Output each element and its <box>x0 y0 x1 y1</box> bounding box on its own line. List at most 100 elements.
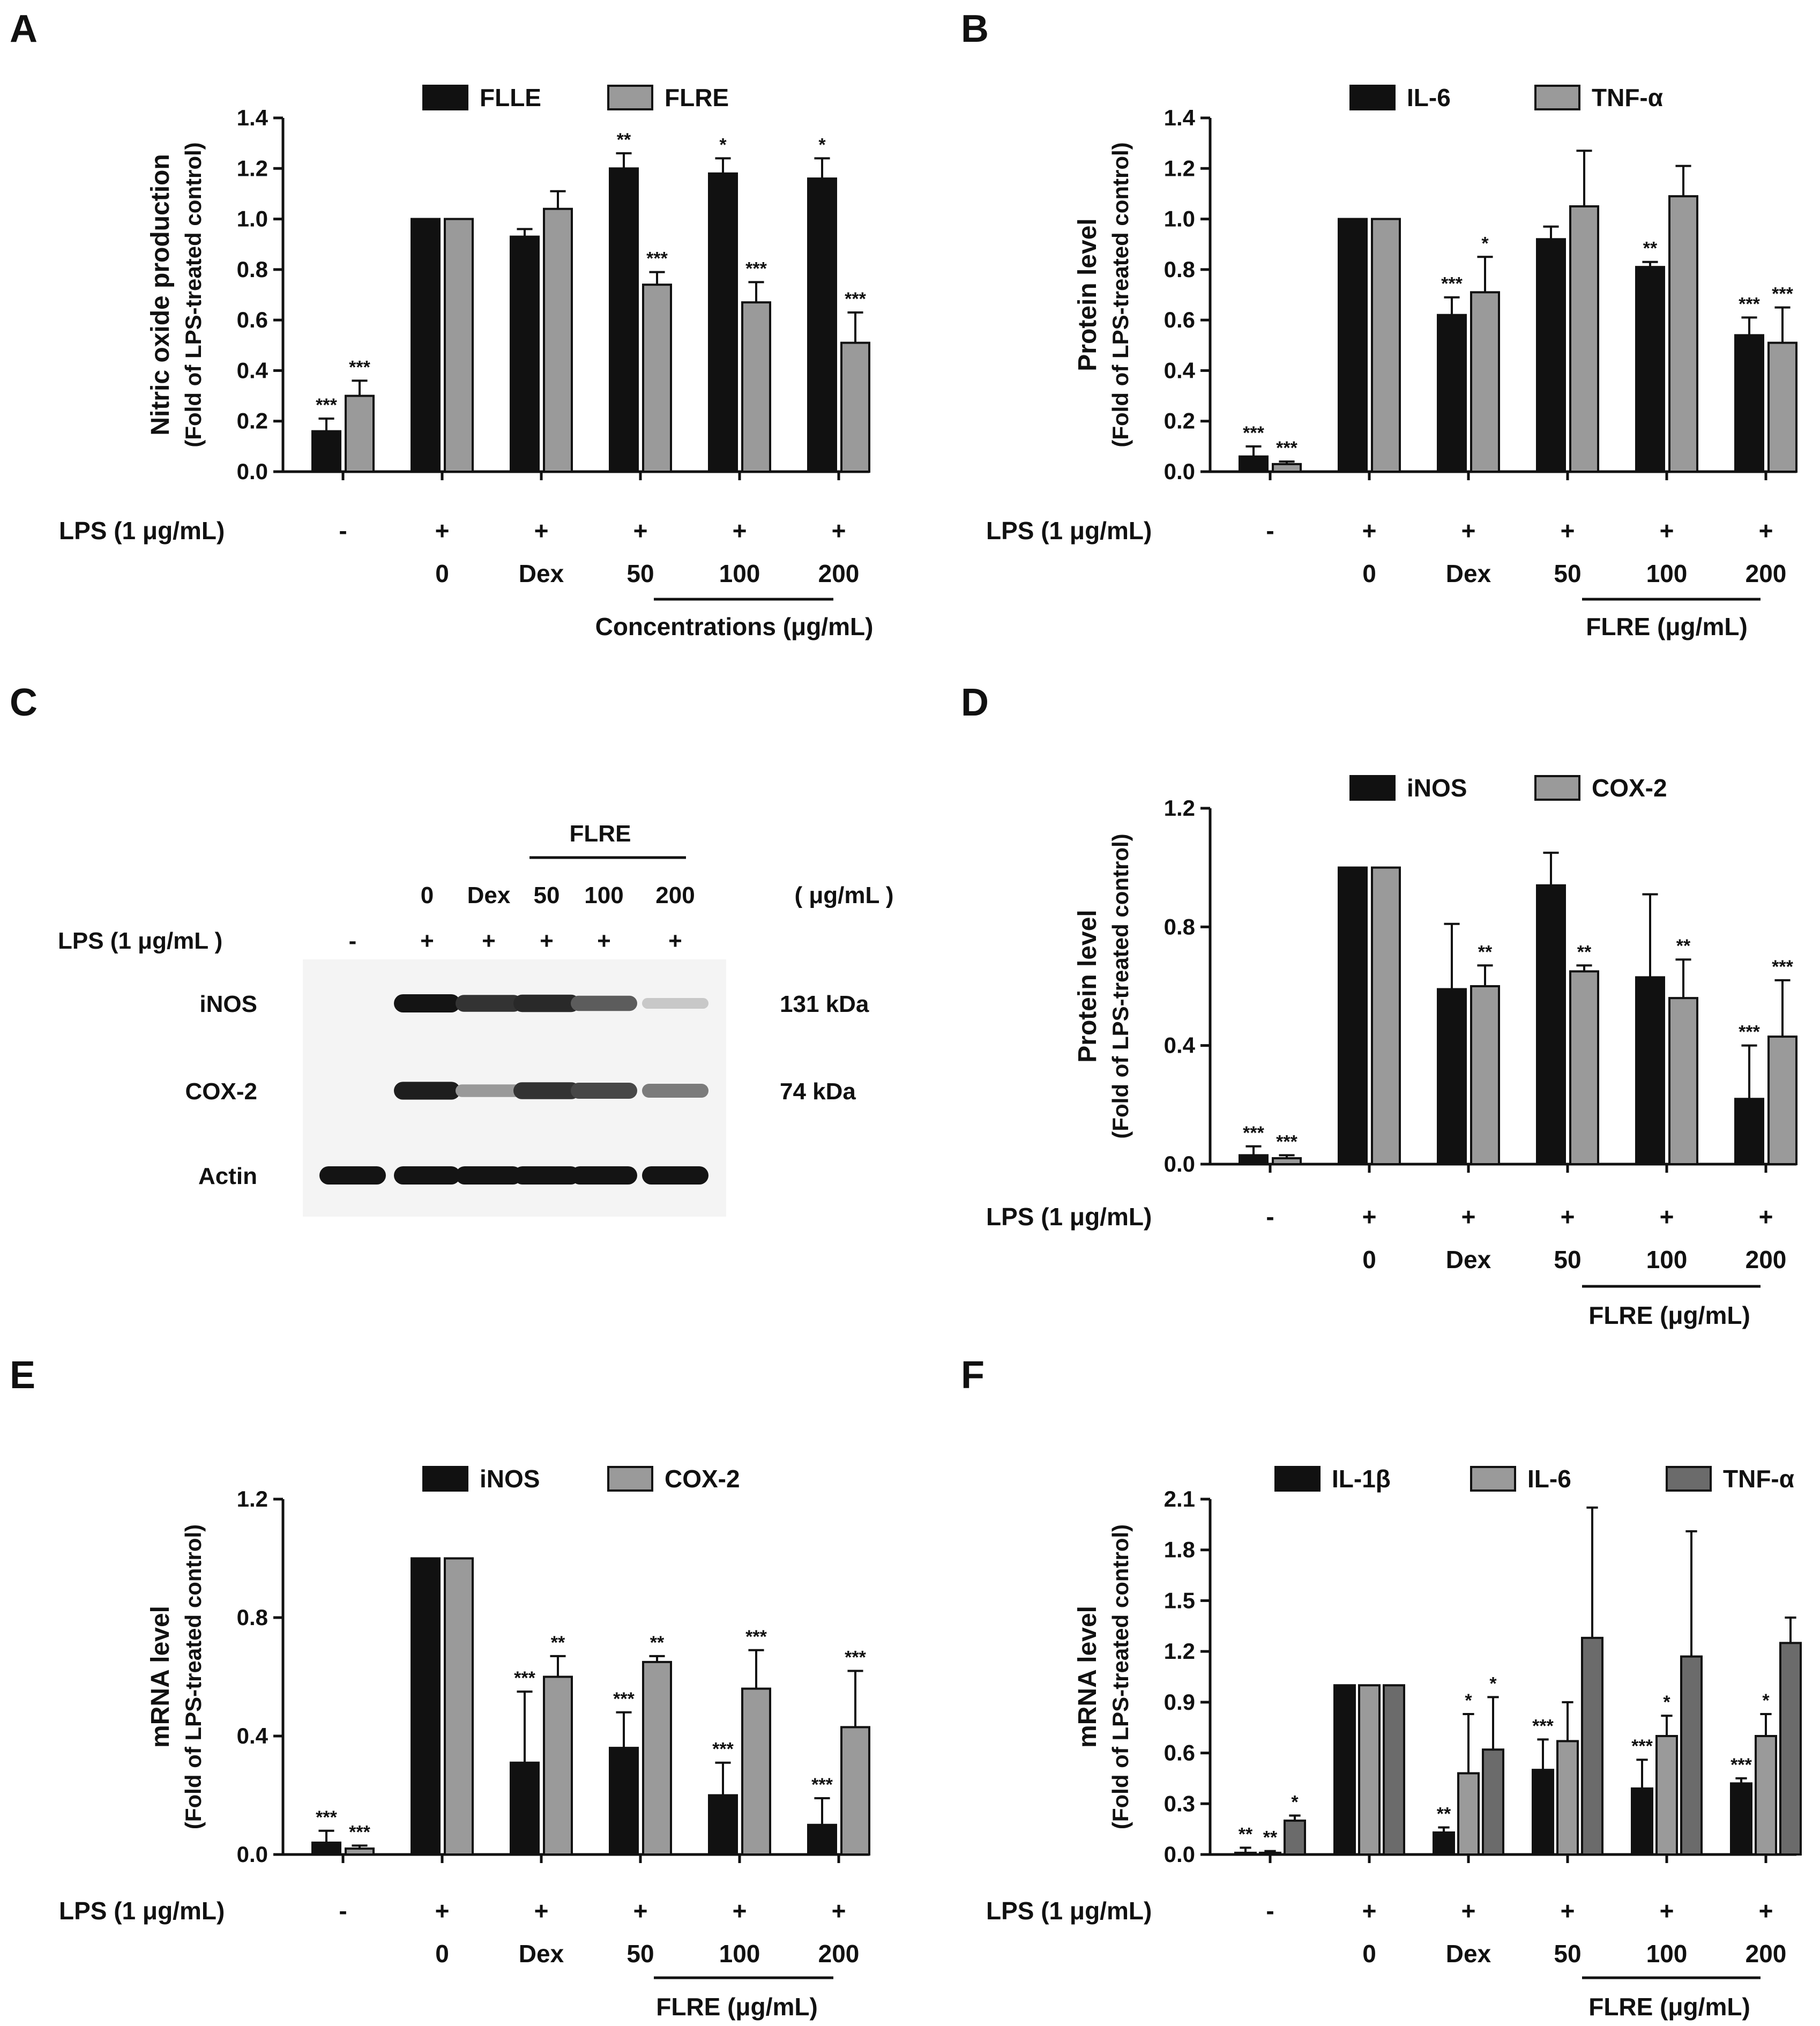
bar <box>1272 463 1302 473</box>
category-label: 0 <box>1362 1940 1376 1968</box>
lps-label: LPS (1 μg/mL) <box>59 517 225 545</box>
category-label: 200 <box>818 560 860 587</box>
y-tick-label: 0.2 <box>1164 408 1195 434</box>
y-tick-label: 1.5 <box>1164 1588 1195 1613</box>
y-tick-label: 0.8 <box>237 1605 268 1630</box>
legend-swatch-0 <box>1349 775 1396 801</box>
y-axis-label: Protein level <box>1073 218 1102 371</box>
blot-lps-value: + <box>540 928 554 954</box>
significance-label: *** <box>1772 957 1793 977</box>
blot-lps-value: + <box>668 928 682 954</box>
blot-band <box>571 1166 637 1185</box>
bar <box>1338 218 1368 473</box>
blot-band <box>513 994 580 1012</box>
category-label: 50 <box>626 1940 654 1968</box>
bar <box>1730 1782 1752 1856</box>
y-tick-label: 1.4 <box>1164 105 1196 130</box>
legend-swatch-1 <box>607 1466 653 1492</box>
lps-value: + <box>1561 1203 1575 1231</box>
bar <box>1755 1735 1777 1856</box>
blot-band <box>642 1166 708 1185</box>
panel-letter-c: C <box>10 681 38 724</box>
bar <box>1734 1098 1764 1165</box>
lps-label: LPS (1 μg/mL) <box>59 1897 225 1925</box>
bar <box>642 284 672 473</box>
significance-label: ** <box>1437 1804 1451 1824</box>
legend-swatch-0 <box>422 1466 468 1492</box>
legend-label-1: FLRE <box>665 84 729 111</box>
blot-lps-value: - <box>349 928 357 954</box>
bar <box>444 1557 474 1856</box>
bar <box>840 1726 870 1856</box>
y-tick-label: 0.6 <box>1164 307 1195 332</box>
bar <box>1767 1036 1797 1165</box>
bar <box>1569 205 1599 473</box>
significance-label: *** <box>712 1739 734 1760</box>
significance-label: * <box>1481 233 1489 254</box>
bar <box>642 1660 672 1856</box>
blot-conc-label: 50 <box>534 882 560 908</box>
significance-label: ** <box>1239 1824 1253 1844</box>
significance-label: *** <box>845 1647 866 1667</box>
blot-lps-value: + <box>597 928 611 954</box>
blot-band <box>394 1082 460 1100</box>
panel-letter-e: E <box>10 1354 35 1397</box>
bar <box>311 1841 341 1856</box>
bar <box>807 1823 837 1856</box>
category-label: Dex <box>1446 560 1491 587</box>
significance-label: ** <box>617 130 631 150</box>
lps-value: + <box>733 1897 747 1925</box>
lps-value: + <box>733 517 747 545</box>
blot-conc-label: 200 <box>655 882 695 908</box>
bar <box>411 1557 441 1856</box>
legend-label-0: IL-1β <box>1332 1465 1391 1493</box>
category-label: 200 <box>1746 560 1787 587</box>
lps-value: + <box>1561 517 1575 545</box>
blot-band <box>456 995 522 1012</box>
significance-label: *** <box>316 395 337 415</box>
bar <box>840 341 870 473</box>
y-tick-label: 2.1 <box>1164 1486 1195 1511</box>
bar <box>1734 334 1764 473</box>
category-label: Dex <box>519 1940 564 1968</box>
y-tick-label: 1.2 <box>1164 1638 1195 1664</box>
significance-label: *** <box>1441 274 1463 294</box>
y-tick-label: 0.8 <box>1164 914 1195 939</box>
blot-unit-label: ( μg/mL ) <box>795 882 894 908</box>
significance-label: *** <box>1731 1755 1752 1775</box>
significance-label: * <box>818 135 826 155</box>
lps-value: - <box>1266 517 1274 545</box>
lps-value: + <box>1660 517 1674 545</box>
bar <box>708 172 738 473</box>
bar <box>1532 1769 1554 1856</box>
legend-label-1: IL-6 <box>1527 1465 1571 1493</box>
lps-value: + <box>534 1897 549 1925</box>
bar <box>1239 1154 1269 1165</box>
lps-value: + <box>1759 517 1773 545</box>
bar <box>444 218 474 473</box>
blot-band <box>513 1166 580 1185</box>
y-tick-label: 0.4 <box>237 357 268 383</box>
significance-label: *** <box>1276 1131 1297 1152</box>
bar <box>1284 1819 1306 1856</box>
legend-label-0: iNOS <box>480 1465 540 1493</box>
blot-row-label: COX-2 <box>185 1078 257 1105</box>
category-label: 50 <box>626 560 654 587</box>
legend-swatch-0 <box>1274 1466 1321 1492</box>
y-tick-label: 0.4 <box>1164 1033 1196 1058</box>
bar <box>1470 985 1500 1165</box>
y-axis-label: Protein level <box>1073 910 1102 1062</box>
lps-value: - <box>1266 1203 1274 1231</box>
significance-label: * <box>1663 1692 1670 1712</box>
blot-band <box>394 1166 460 1185</box>
significance-label: ** <box>1577 942 1592 962</box>
bar <box>1338 866 1368 1165</box>
bar <box>1635 266 1665 473</box>
bar <box>1668 997 1698 1165</box>
significance-label: * <box>1489 1673 1497 1694</box>
lps-label: LPS (1 μg/mL) <box>986 1203 1152 1231</box>
significance-label: *** <box>845 289 866 309</box>
y-axis-sublabel: (Fold of LPS-treated control) <box>1108 833 1133 1138</box>
category-label: 0 <box>435 560 449 587</box>
